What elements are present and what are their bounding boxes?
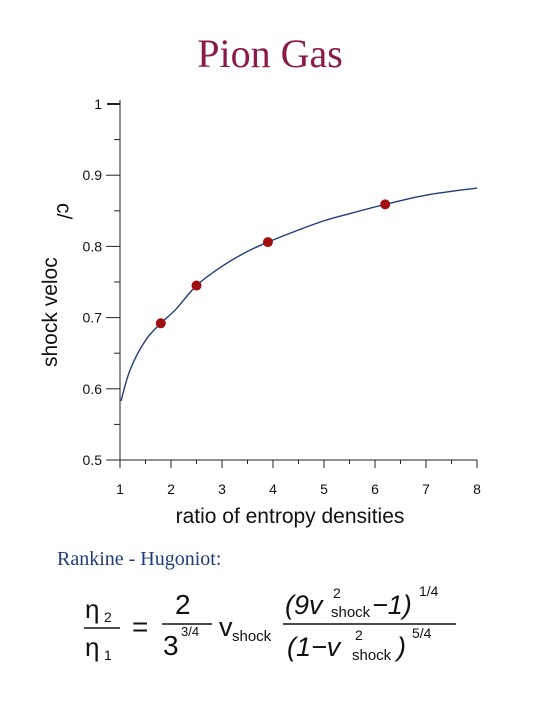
v-symbol: v <box>219 612 233 642</box>
coef-denominator-exp: 3/4 <box>181 624 199 639</box>
v-shock-sub: shock <box>232 628 272 645</box>
coef-denominator-base: 3 <box>163 630 179 661</box>
num-open: (9v <box>285 590 324 620</box>
num-close: −1) <box>372 590 412 620</box>
equals-sign: = <box>132 611 148 642</box>
lhs-numerator: η <box>85 594 99 624</box>
den-shock-sub: shock <box>352 647 392 664</box>
coef-numerator: 2 <box>175 589 191 620</box>
lhs-numerator-sub: 2 <box>104 609 112 625</box>
den-open: (1−v <box>287 632 342 662</box>
num-exponent: 1/4 <box>419 583 439 599</box>
lhs-denominator-sub: 1 <box>104 647 112 663</box>
num-square: 2 <box>333 585 341 601</box>
den-exponent: 5/4 <box>412 625 432 641</box>
den-square: 2 <box>355 627 363 643</box>
num-shock-sub: shock <box>331 604 371 621</box>
den-close: ) <box>394 632 406 662</box>
lhs-denominator: η <box>85 632 99 662</box>
